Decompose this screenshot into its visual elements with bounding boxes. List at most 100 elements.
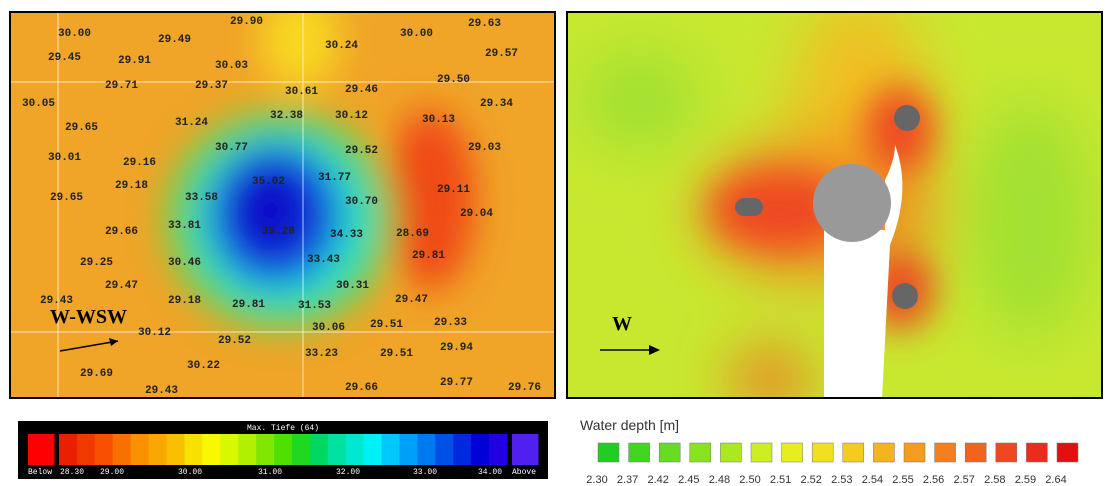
sounding: 30.61 (285, 86, 318, 98)
colorbar-label: Below (28, 468, 52, 477)
sounding: 30.46 (168, 257, 201, 269)
colorbar-swatch (453, 434, 472, 465)
legend-swatch (689, 442, 712, 463)
colorbar-label: 30.00 (178, 468, 202, 477)
colorbar-swatch (256, 434, 275, 465)
sounding: 34.33 (330, 229, 363, 241)
sounding: 29.18 (168, 295, 201, 307)
colorbar-swatch (309, 434, 329, 465)
sounding: 29.34 (480, 98, 513, 110)
colorbar-swatch (112, 434, 132, 465)
legend-label: 2.52 (800, 474, 821, 486)
sounding: 29.37 (195, 80, 228, 92)
sounding: 29.04 (460, 208, 493, 220)
legend-label: 2.42 (647, 474, 668, 486)
colorbar-label: 33.00 (413, 468, 437, 477)
sounding: 29.16 (123, 157, 156, 169)
colorbar-swatch (471, 434, 490, 465)
legend-label: 2.53 (831, 474, 852, 486)
legend-label: 2.59 (1015, 474, 1036, 486)
sounding: 29.43 (145, 385, 178, 397)
sounding: 31.53 (298, 300, 331, 312)
sounding: 29.51 (380, 348, 413, 360)
sounding: 35.02 (252, 176, 285, 188)
colorbar-swatch (76, 434, 96, 465)
sounding: 29.57 (485, 48, 518, 60)
sounding: 29.81 (232, 299, 265, 311)
sounding: 29.45 (48, 52, 81, 64)
colorbar-swatch (184, 434, 203, 465)
colorbar-swatch (363, 434, 383, 465)
panel-border (9, 11, 556, 399)
legend-swatch (781, 442, 803, 463)
sounding: 30.01 (48, 152, 81, 164)
sounding: 29.66 (105, 226, 138, 238)
legend-label: 2.64 (1045, 474, 1066, 486)
sounding: 29.91 (118, 55, 151, 67)
sounding: 29.49 (158, 34, 191, 46)
legend-swatch (720, 442, 742, 463)
sounding: 28.69 (396, 228, 429, 240)
legend-swatch (811, 442, 834, 463)
sounding: 30.00 (400, 28, 433, 40)
legend-label: 2.37 (617, 474, 638, 486)
sounding: 29.47 (395, 294, 428, 306)
legend-title: Water depth [m] (580, 417, 679, 433)
legend-swatch (1026, 442, 1048, 463)
sounding: 30.12 (335, 110, 368, 122)
sounding: 29.65 (50, 192, 83, 204)
legend-swatch (934, 442, 956, 463)
sounding: 33.43 (307, 254, 340, 266)
legend-label: 2.30 (586, 474, 607, 486)
sounding: 30.06 (312, 322, 345, 334)
sounding: 29.50 (437, 74, 470, 86)
colorbar-label: 34.00 (478, 468, 502, 477)
sounding: 30.22 (187, 360, 220, 372)
sounding: 33.23 (305, 348, 338, 360)
sounding: 29.25 (80, 257, 113, 269)
simulation-map: W (567, 12, 1102, 398)
colorbar-swatch (435, 434, 454, 465)
legend-swatch (628, 442, 650, 463)
sounding: 29.76 (508, 382, 541, 394)
colorbar-swatch (28, 434, 55, 465)
legend-swatch (750, 442, 773, 463)
colorbar-label: 31.00 (258, 468, 282, 477)
sounding: 29.69 (80, 368, 113, 380)
sounding: 29.63 (468, 18, 501, 30)
sounding: 30.00 (58, 28, 91, 40)
legend-label: 2.48 (709, 474, 730, 486)
sounding-map: 30.00 29.49 29.90 30.24 30.00 29.63 29.57 29.45… (10, 12, 555, 398)
sounding: 30.31 (336, 280, 369, 292)
sounding: 29.51 (370, 319, 403, 331)
legend-label: 2.58 (984, 474, 1005, 486)
sounding: 29.47 (105, 280, 138, 292)
sounding: 30.03 (215, 60, 248, 72)
sounding: 29.90 (230, 16, 263, 28)
sounding: 29.18 (115, 180, 148, 192)
sounding: 31.77 (318, 172, 351, 184)
colorbar-swatch (274, 434, 293, 465)
colorbar-swatch (489, 434, 508, 465)
colorbar-swatch (202, 434, 221, 465)
colorbar-swatch (130, 434, 150, 465)
panel-border (566, 11, 1103, 399)
sounding: 33.58 (185, 192, 218, 204)
colorbar-swatch (512, 434, 539, 465)
sounding: 29.81 (412, 250, 445, 262)
colorbar-swatch (220, 434, 239, 465)
sounding: 29.66 (345, 382, 378, 394)
sounding: 29.43 (40, 295, 73, 307)
colorbar-title: Max. Tiefe (64) (247, 424, 319, 433)
sounding: 29.77 (440, 377, 473, 389)
colorbar-swatch (417, 434, 436, 465)
colorbar-swatch (59, 434, 78, 465)
sounding: 29.33 (434, 317, 467, 329)
colorbar-swatch (166, 434, 185, 465)
sounding: 29.52 (345, 145, 378, 157)
legend-swatch (873, 442, 895, 463)
sounding: 29.52 (218, 335, 251, 347)
sounding: 29.71 (105, 80, 138, 92)
